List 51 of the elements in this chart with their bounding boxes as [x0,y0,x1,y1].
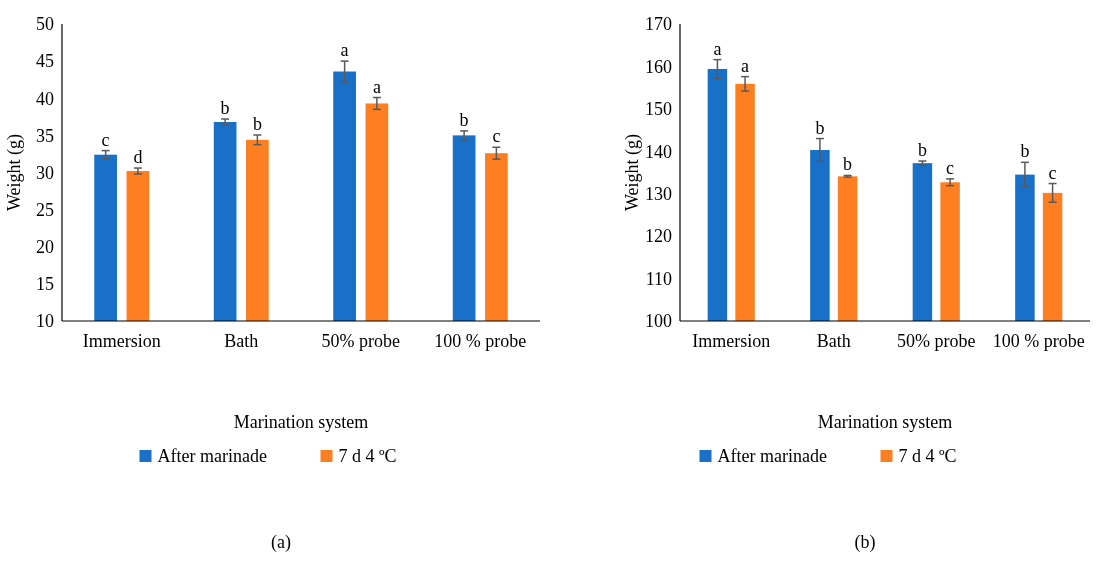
data-label: b [917,140,927,161]
y-tick-label: 140 [645,141,672,162]
y-tick-label: 15 [36,274,54,295]
y-tick-label: 50 [36,14,54,35]
x-tick-label: Bath [816,331,851,351]
data-label: c [101,129,110,150]
y-tick-label: 25 [36,199,54,220]
x-tick-label: Bath [224,331,259,351]
data-label: a [372,76,381,97]
data-label: b [815,117,825,138]
data-label: b [1020,141,1030,162]
data-label: b [252,114,262,134]
data-label: d [133,147,143,168]
y-tick-label: 110 [645,268,672,289]
data-label: b [459,109,469,130]
data-label: c [946,157,955,178]
x-axis-title: Marination system [233,412,369,432]
y-axis-title: Weight (g) [622,133,643,212]
x-tick-label: 50% probe [321,331,400,351]
legend-label: 7 d 4 ºC [898,446,957,466]
y-tick-label: 150 [645,99,672,120]
data-label: a [713,38,722,59]
x-axis-title: Marination system [817,412,953,432]
data-label: b [843,154,853,175]
x-tick-label: 100 % probe [992,331,1085,351]
y-axis-title: Weight (g) [4,133,25,212]
data-label: b [220,98,230,119]
data-label: a [340,40,349,61]
y-tick-label: 35 [36,125,54,146]
x-tick-label: Immersion [82,331,161,351]
y-tick-label: 160 [645,56,672,77]
text: (a) [271,532,291,553]
x-tick-label: Immersion [692,331,771,351]
y-tick-label: 100 [645,311,672,332]
legend-label: After marinade [717,446,827,466]
y-tick-label: 130 [645,184,672,205]
y-tick-label: 20 [36,237,54,258]
y-tick-label: 10 [36,311,54,332]
y-tick-label: 40 [36,88,54,109]
x-tick-label: 50% probe [897,331,976,351]
y-tick-label: 120 [645,226,672,247]
legend-label: After marinade [157,446,267,466]
data-label: c [492,126,501,147]
data-label: a [741,55,750,76]
legend-label: 7 d 4 ºC [338,446,397,466]
x-tick-label: 100 % probe [434,331,527,351]
y-tick-label: 45 [36,51,54,72]
y-tick-label: 170 [645,14,672,35]
data-label: c [1048,162,1057,183]
text: (b) [854,532,876,553]
y-tick-label: 30 [36,162,54,183]
